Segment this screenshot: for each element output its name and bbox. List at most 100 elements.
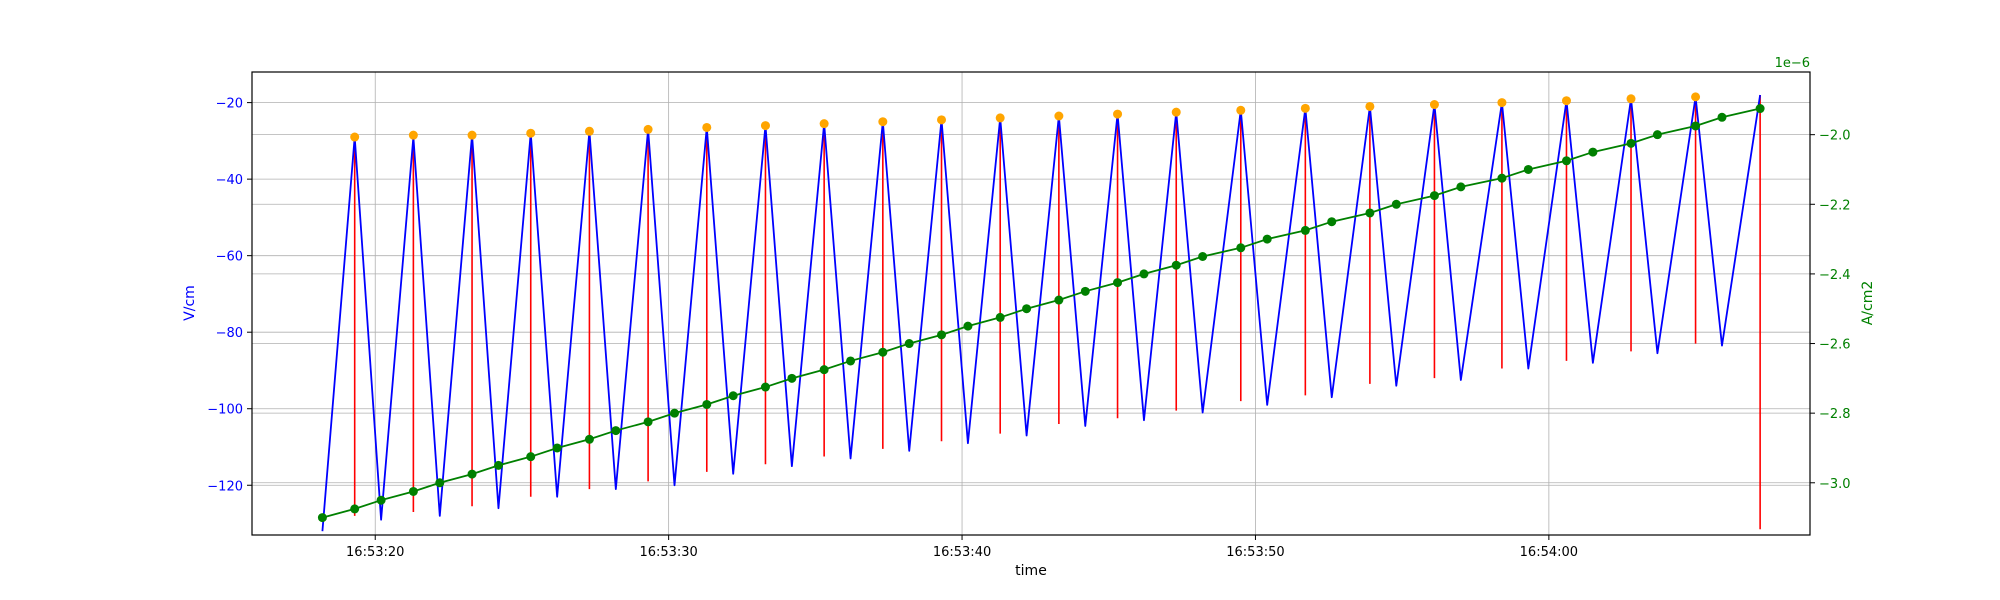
y-tick-label-right: −2.6: [1819, 338, 1851, 353]
peak-marker: [878, 117, 888, 127]
current-point: [1365, 208, 1375, 218]
peak-marker: [1561, 96, 1571, 106]
y-axis-right: −3.0 −2.8 −2.6 −2.4 −2.2 −2.0: [1810, 129, 1851, 492]
current-point: [995, 312, 1005, 322]
x-axis: 16:53:20 16:53:30 16:53:40 16:53:50 16:54:00: [346, 535, 1578, 560]
current-point: [467, 469, 477, 479]
peak-marker: [1236, 105, 1246, 115]
y-tick-label-right: −3.0: [1819, 477, 1851, 492]
y-axis-right-title: A/cm2: [1860, 281, 1876, 326]
current-point: [552, 443, 562, 453]
current-point: [1456, 182, 1466, 192]
current-point: [787, 373, 797, 383]
peak-marker: [1626, 94, 1636, 104]
peak-marker: [760, 121, 770, 131]
x-tick-label: 16:53:30: [639, 545, 697, 560]
current-point: [1198, 252, 1208, 262]
peak-marker: [526, 128, 536, 138]
current-point: [1300, 225, 1310, 235]
y-tick-label-left: −40: [216, 173, 243, 188]
peak-marker: [1429, 100, 1439, 110]
x-tick-label: 16:54:00: [1520, 545, 1578, 560]
y-tick-label-right: −2.0: [1819, 129, 1851, 144]
current-point: [435, 478, 445, 488]
y-tick-label-left: −100: [207, 403, 243, 418]
peak-marker: [702, 122, 712, 132]
y-tick-label-right: −2.8: [1819, 407, 1851, 422]
current-point: [702, 399, 712, 409]
y-tick-label-left: −80: [216, 326, 243, 341]
current-point: [1429, 191, 1439, 201]
x-tick-label: 16:53:50: [1226, 545, 1284, 560]
current-point: [1139, 269, 1149, 279]
peak-marker: [643, 124, 653, 134]
current-point: [1523, 164, 1533, 174]
y-tick-label-right: −2.2: [1819, 198, 1851, 213]
current-point: [643, 417, 653, 427]
current-point: [1561, 156, 1571, 166]
current-point: [1755, 104, 1765, 114]
peak-marker: [1171, 107, 1181, 117]
current-point: [611, 426, 621, 436]
peak-marker: [1300, 103, 1310, 113]
current-point: [728, 391, 738, 401]
axes-frame: [251, 71, 1811, 536]
x-tick-label: 16:53:20: [346, 545, 404, 560]
y-axis-left-title: V/cm: [182, 285, 198, 321]
current-point: [350, 504, 360, 514]
current-point: [819, 365, 829, 375]
current-point: [1171, 260, 1181, 270]
current-point: [963, 321, 973, 331]
current-point: [1022, 304, 1032, 314]
current-point: [584, 434, 594, 444]
y-axis-left: −120 −100 −80 −60 −40 −20: [207, 97, 252, 494]
peak-marker: [1054, 111, 1064, 121]
current-point: [904, 339, 914, 349]
peak-marker: [1113, 109, 1123, 119]
grid: [252, 72, 1810, 535]
current-point: [1588, 147, 1598, 157]
y-tick-label-left: −20: [216, 97, 243, 112]
current-point: [846, 356, 856, 366]
peak-marker: [1497, 98, 1507, 108]
peak-marker: [995, 113, 1005, 123]
current-point: [1652, 130, 1662, 140]
current-point: [878, 347, 888, 357]
voltage-line: [321, 94, 1762, 532]
current-point: [1497, 173, 1507, 183]
current-point: [760, 382, 770, 392]
x-axis-title: time: [1015, 563, 1047, 579]
current-point: [1327, 217, 1337, 227]
current-point: [1691, 121, 1701, 131]
current-point: [1391, 199, 1401, 209]
current-point: [376, 495, 386, 505]
current-point: [526, 452, 536, 462]
peak-marker: [350, 132, 360, 142]
current-point: [1113, 278, 1123, 288]
current-point: [493, 460, 503, 470]
peak-marker: [408, 130, 418, 140]
current-line: [322, 107, 1761, 519]
current-point: [1717, 112, 1727, 122]
peak-marker: [1365, 101, 1375, 111]
current-point: [937, 330, 947, 340]
current-point: [317, 513, 327, 523]
peak-marker: [1691, 92, 1701, 102]
peak-marker: [467, 130, 477, 140]
peak-marker: [937, 115, 947, 125]
x-tick-label: 16:53:40: [933, 545, 991, 560]
y-tick-label-left: −120: [207, 479, 243, 494]
peak-marker: [819, 119, 829, 129]
current-point: [1080, 286, 1090, 296]
y-tick-label-right: −2.4: [1819, 268, 1851, 283]
y-axis-right-offset: 1e−6: [1775, 56, 1810, 71]
current-point: [1054, 295, 1064, 305]
current-point: [1236, 243, 1246, 253]
current-point: [670, 408, 680, 418]
current-point: [1262, 234, 1272, 244]
y-tick-label-left: −60: [216, 250, 243, 265]
plot-area: [317, 92, 1765, 532]
peak-marker: [584, 126, 594, 136]
current-point: [408, 486, 418, 496]
